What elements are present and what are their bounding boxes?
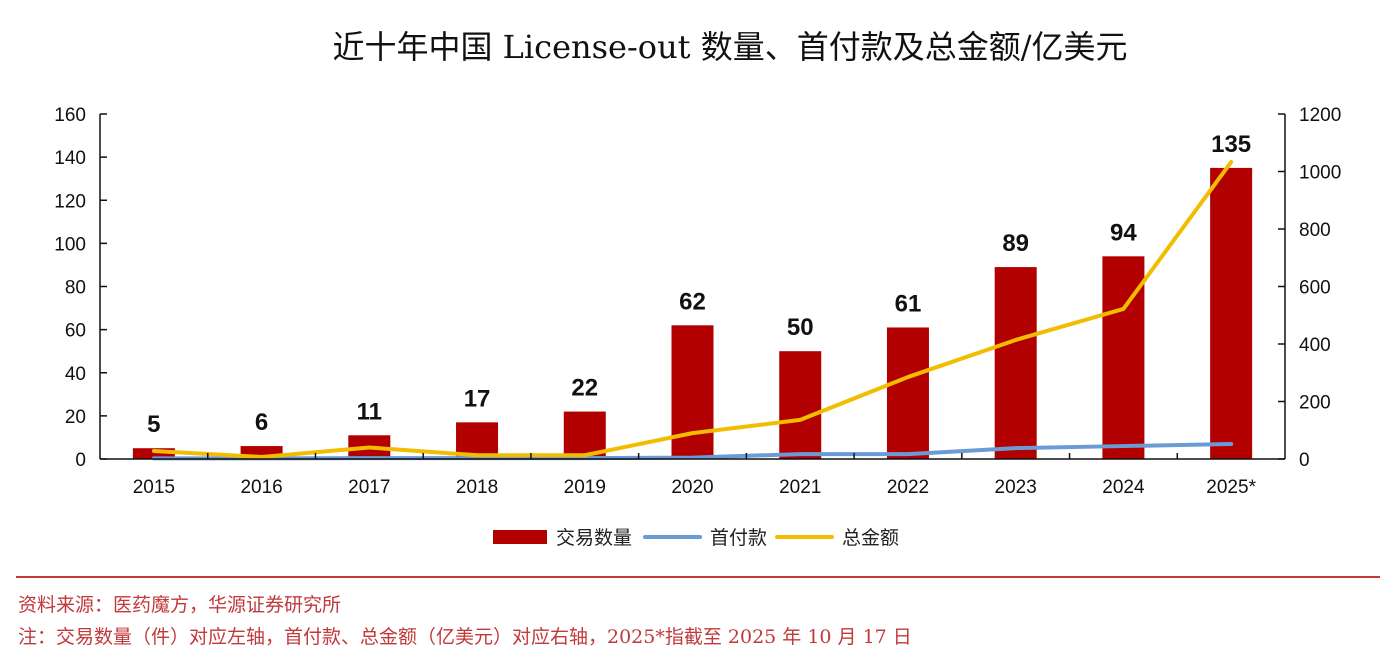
right-tick-label: 1200 [1299,105,1341,126]
x-tick-label: 2023 [995,477,1037,498]
data-label-2019: 22 [571,375,598,402]
right-tick-label: 400 [1299,335,1331,356]
x-tick-label: 2017 [348,477,390,498]
left-tick-label: 40 [65,364,86,385]
data-label-2024: 94 [1110,219,1137,246]
right-tick-label: 800 [1299,220,1331,241]
data-label-2022: 61 [895,290,922,317]
footer-divider [16,576,1380,578]
left-tick-label: 80 [65,278,86,299]
legend-swatch-bar [493,530,547,544]
left-tick-label: 140 [54,148,86,169]
bar-2020 [671,325,714,459]
x-tick-label: 2018 [456,477,498,498]
labels-layer: 5 6 11 17 22 62 50 61 89 94 135 [147,131,1251,438]
right-tick-label: 0 [1299,450,1310,471]
footnote: 注：交易数量（件）对应左轴，首付款、总金额（亿美元）对应右轴，2025*指截至 … [18,626,912,648]
data-label-2021: 50 [787,314,814,341]
chart-title: 近十年中国 License-out 数量、首付款及总金额/亿美元 [332,28,1128,66]
right-tick-label: 600 [1299,278,1331,299]
x-tick-label: 2020 [671,477,713,498]
x-tick-label: 2016 [240,477,282,498]
left-tick-label: 20 [65,407,86,428]
data-label-2018: 17 [464,385,491,412]
left-tick-label: 160 [54,105,86,126]
left-tick-label: 60 [65,321,86,342]
left-tick-label: 0 [75,450,86,471]
left-tick-label: 120 [54,191,86,212]
data-label-2016: 6 [255,409,268,436]
axes-layer: 0 20 40 60 80 100 120 140 160 0 200 400 600 800 1000 12… [54,105,1341,498]
bar-2015 [132,448,175,459]
right-tick-label: 1000 [1299,163,1341,184]
bar-2023 [994,267,1037,459]
data-label-2015: 5 [147,411,160,438]
x-tick-label: 2024 [1102,477,1145,498]
x-tick-label: 2022 [887,477,929,498]
x-tick-label: 2019 [564,477,606,498]
legend-label: 交易数量 [556,527,632,549]
x-tick-label: 2025* [1206,477,1256,498]
legend-label: 总金额 [842,527,899,549]
data-label-2025*: 135 [1211,131,1251,158]
legend: 交易数量 首付款 总金额 [493,527,899,549]
x-tick-label: 2021 [779,477,821,498]
left-tick-label: 100 [54,234,86,255]
right-tick-label: 200 [1299,393,1331,414]
bar-2022 [886,327,929,459]
x-tick-label: 2015 [133,477,175,498]
legend-label: 首付款 [710,527,767,549]
data-label-2023: 89 [1002,230,1029,257]
data-label-2017: 11 [357,398,382,425]
bar-2021 [779,351,822,459]
source-note: 资料来源：医药魔方，华源证券研究所 [18,594,342,616]
bar-2025* [1210,167,1253,459]
lines-layer [151,160,1234,461]
data-label-2020: 62 [679,288,706,315]
